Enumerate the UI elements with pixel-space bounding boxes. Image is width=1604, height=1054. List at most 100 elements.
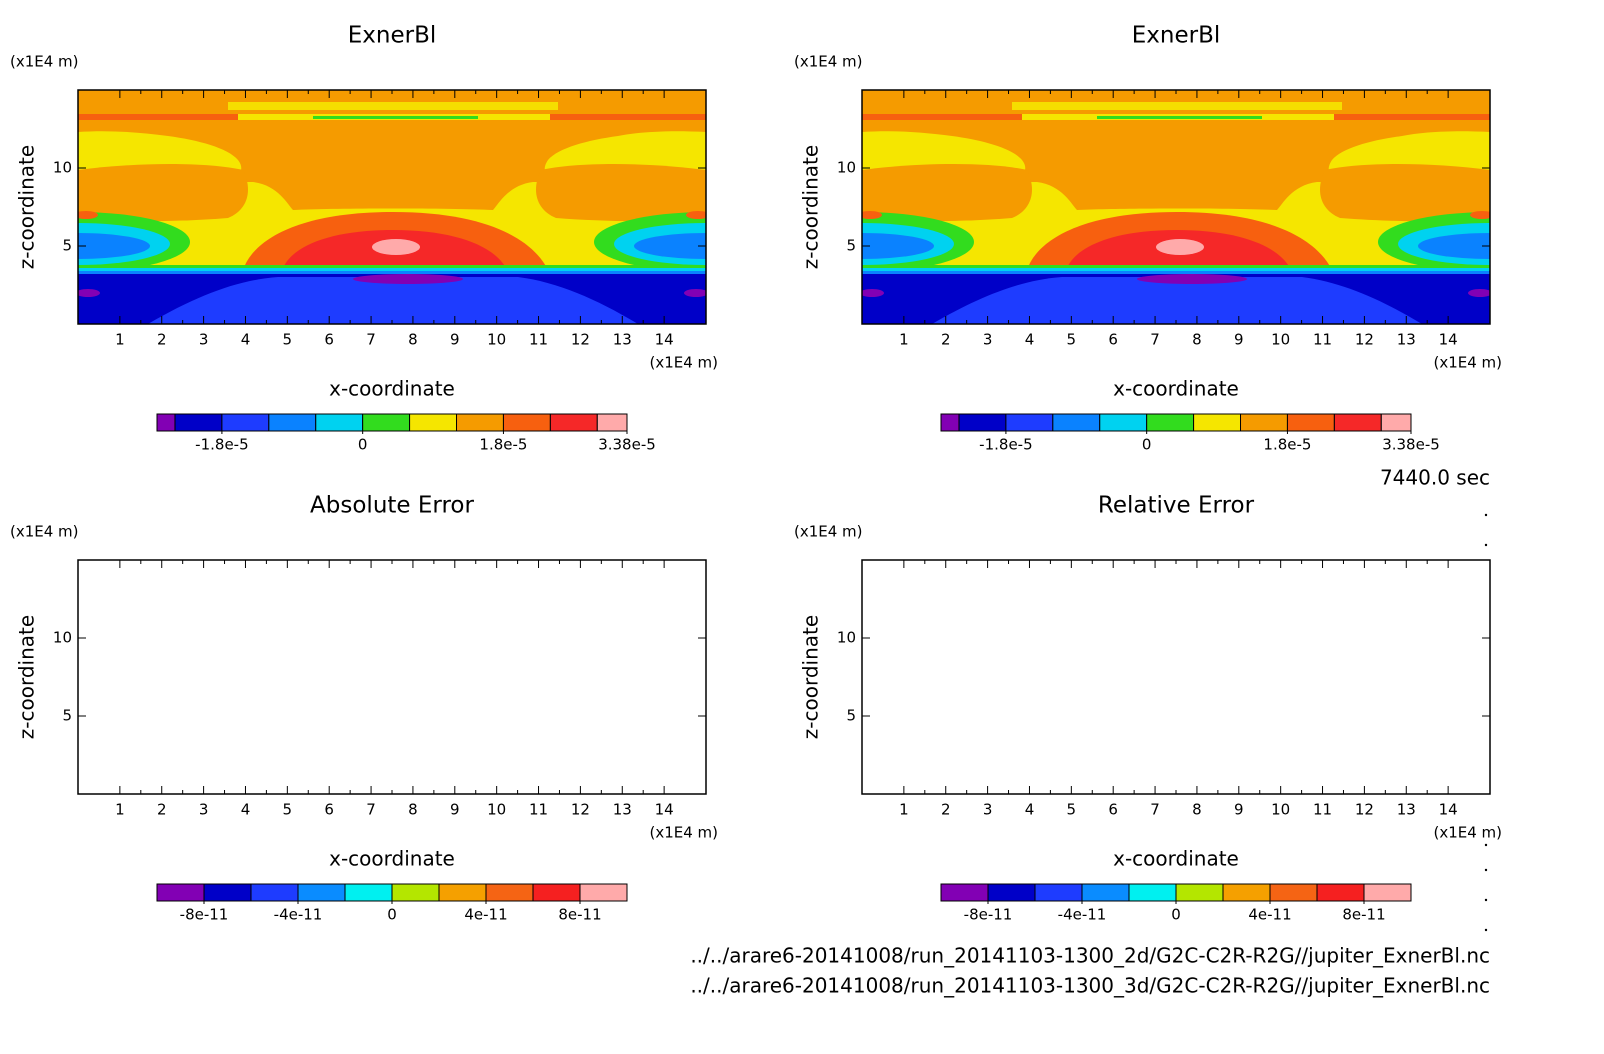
x-unit: (x1E4 m) [649, 354, 718, 372]
colorbar-box [438, 883, 487, 902]
x-unit: (x1E4 m) [649, 824, 718, 842]
x-tick-label: 8 [408, 331, 418, 349]
colorbar-box [1240, 413, 1288, 432]
x-tick-label: 1 [899, 331, 909, 349]
x-tick-label: 14 [655, 331, 674, 349]
x-axis-label: x-coordinate [1113, 847, 1239, 871]
x-tick-label: 3 [983, 801, 993, 819]
file-path: ../../arare6-20141008/run_20141103-1300_… [690, 944, 1490, 968]
y-tick-label: 5 [62, 707, 72, 725]
x-tick-label: 4 [1025, 331, 1035, 349]
colorbar-box [391, 883, 440, 902]
colorbar-tick-label: 4e-11 [1248, 906, 1291, 924]
x-tick-label: 12 [1355, 801, 1374, 819]
file-path: ../../arare6-20141008/run_20141103-1300_… [690, 974, 1490, 998]
colorbar-box [362, 413, 411, 432]
y-axis-label: z-coordinate [15, 615, 39, 739]
colorbar-box [579, 883, 628, 902]
x-tick-label: 10 [487, 331, 506, 349]
x-tick-label: 5 [1067, 331, 1077, 349]
colorbar-tick-label: -4e-11 [1058, 906, 1107, 924]
x-axis-label: x-coordinate [329, 847, 455, 871]
x-tick-label: 7 [366, 331, 376, 349]
x-tick-label: 2 [941, 801, 951, 819]
colorbar-box [156, 883, 205, 902]
y-tick-label: 10 [53, 159, 72, 177]
dot [1484, 868, 1488, 872]
x-tick-label: 13 [1397, 801, 1416, 819]
dot [1484, 898, 1488, 902]
y-tick-label: 10 [837, 159, 856, 177]
x-unit: (x1E4 m) [1433, 354, 1502, 372]
colorbar-box [1333, 413, 1382, 432]
x-tick-label: 12 [571, 801, 590, 819]
x-tick-label: 5 [283, 331, 293, 349]
plot-area [862, 90, 1490, 324]
x-tick-label: 4 [1025, 801, 1035, 819]
colorbar-box [958, 413, 1007, 432]
colorbar-tick-label: 8e-11 [558, 906, 601, 924]
dot [1484, 843, 1488, 847]
colorbar-box [1316, 883, 1365, 902]
colorbar-box [156, 413, 176, 432]
colorbar-box [1380, 413, 1412, 432]
plot-area [78, 90, 706, 324]
x-tick-label: 9 [1234, 801, 1244, 819]
colorbar-box [1081, 883, 1130, 902]
x-tick-label: 10 [1271, 331, 1290, 349]
dot [1484, 543, 1488, 547]
x-axis-label: x-coordinate [1113, 377, 1239, 401]
colorbar-box [549, 413, 598, 432]
y-unit: (x1E4 m) [794, 523, 863, 541]
colorbar-box [1099, 413, 1148, 432]
x-tick-label: 6 [1108, 801, 1118, 819]
x-tick-label: 9 [450, 801, 460, 819]
y-tick-label: 10 [53, 629, 72, 647]
x-tick-label: 11 [529, 331, 548, 349]
colorbar-box [456, 413, 504, 432]
y-unit: (x1E4 m) [10, 523, 79, 541]
x-tick-label: 13 [613, 801, 632, 819]
x-tick-label: 8 [408, 801, 418, 819]
colorbar-box [344, 883, 393, 902]
y-axis-label: z-coordinate [799, 145, 823, 269]
colorbar-box [315, 413, 364, 432]
x-tick-label: 6 [324, 331, 334, 349]
colorbar-box [1363, 883, 1412, 902]
x-tick-label: 14 [1439, 331, 1458, 349]
colorbar-tick-label: 4e-11 [464, 906, 507, 924]
colorbar-tick-label: 0 [1171, 906, 1181, 924]
colorbar-box [485, 883, 534, 902]
x-axis-label: x-coordinate [329, 377, 455, 401]
x-tick-label: 2 [157, 801, 167, 819]
colorbar-box [987, 883, 1036, 902]
x-tick-label: 3 [199, 331, 209, 349]
colorbar-box [1052, 413, 1101, 432]
x-tick-label: 1 [115, 331, 125, 349]
x-tick-label: 2 [941, 331, 951, 349]
x-tick-label: 9 [1234, 331, 1244, 349]
colorbar-tick-label: -1.8e-5 [195, 436, 248, 454]
time-label: 7440.0 sec [1380, 466, 1490, 490]
chart-title: ExnerBl [348, 23, 437, 49]
colorbar-box [1175, 883, 1224, 902]
x-tick-label: 14 [655, 801, 674, 819]
chart-title: ExnerBl [1132, 23, 1221, 49]
x-tick-label: 10 [487, 801, 506, 819]
plot-frame [861, 559, 1491, 795]
plot-frame [77, 559, 707, 795]
colorbar-box [1269, 883, 1318, 902]
y-axis-label: z-coordinate [799, 615, 823, 739]
x-tick-label: 8 [1192, 331, 1202, 349]
colorbar-tick-label: 1.8e-5 [479, 436, 527, 454]
colorbar-box [940, 883, 989, 902]
y-tick-label: 5 [62, 237, 72, 255]
colorbar-box [1146, 413, 1195, 432]
x-tick-label: 5 [283, 801, 293, 819]
x-tick-label: 7 [366, 801, 376, 819]
x-tick-label: 11 [529, 801, 548, 819]
colorbar-box [1034, 883, 1083, 902]
colorbar-box [596, 413, 628, 432]
colorbar-tick-label: -8e-11 [180, 906, 229, 924]
